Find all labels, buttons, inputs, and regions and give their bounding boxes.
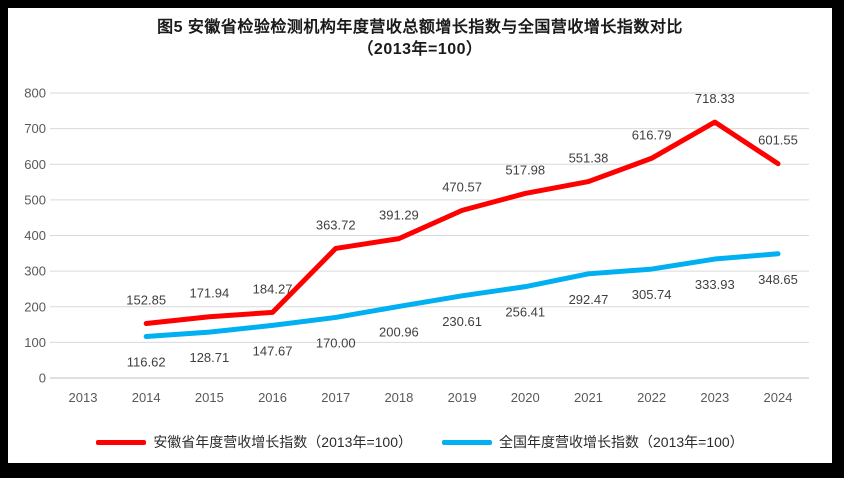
x-axis-tick-2022: 2022 <box>637 390 666 405</box>
chart-title-line1: 图5 安徽省检验检测机构年度营收总额增长指数与全国营收增长指数对比 <box>157 19 683 36</box>
x-axis-tick-2024: 2024 <box>764 390 793 405</box>
data-label-s1-2021: 292.47 <box>569 292 609 307</box>
data-label-s1-2019: 230.61 <box>442 314 482 329</box>
x-axis-tick-2016: 2016 <box>258 390 287 405</box>
data-label-s0-2018: 391.29 <box>379 208 419 223</box>
data-label-s0-2021: 551.38 <box>569 151 609 166</box>
data-label-s0-2016: 184.27 <box>253 281 293 296</box>
x-axis-tick-2014: 2014 <box>132 390 161 405</box>
data-label-s0-2024: 601.55 <box>758 133 798 148</box>
legend-item-anhui: 安徽省年度营收增长指数（2013年=100） <box>96 432 412 452</box>
y-axis-tick-700: 700 <box>24 121 46 136</box>
data-label-s1-2020: 256.41 <box>505 305 545 320</box>
chart-figure: 图5 安徽省检验检测机构年度营收总额增长指数与全国营收增长指数对比 （2013年… <box>8 8 832 463</box>
chart-plot-area: 0 100 200 300 400 500 600 700 800 2013 2014 2015 201… <box>24 86 809 405</box>
data-label-s0-2015: 171.94 <box>189 286 229 301</box>
chart-legend: 安徽省年度营收增长指数（2013年=100） 全国年度营收增长指数（2013年=… <box>8 432 832 452</box>
y-axis-tick-300: 300 <box>24 264 46 279</box>
y-axis-tick-0: 0 <box>39 371 46 386</box>
data-label-s0-2017: 363.72 <box>316 217 356 232</box>
data-label-s0-2022: 616.79 <box>632 127 672 142</box>
data-label-s1-2024: 348.65 <box>758 272 798 287</box>
x-axis-tick-2019: 2019 <box>448 390 477 405</box>
data-label-s1-2017: 170.00 <box>316 335 356 350</box>
series-line-0 <box>143 119 781 327</box>
data-label-s1-2014: 116.62 <box>127 354 166 369</box>
x-axis-tick-2023: 2023 <box>700 390 729 405</box>
data-label-s0-2020: 517.98 <box>505 162 545 177</box>
y-axis-tick-600: 600 <box>24 157 46 172</box>
legend-item-national: 全国年度营收增长指数（2013年=100） <box>442 432 744 452</box>
y-axis-tick-500: 500 <box>24 192 46 207</box>
y-axis-tick-800: 800 <box>24 86 46 101</box>
x-axis-tick-2015: 2015 <box>195 390 224 405</box>
y-axis-tick-400: 400 <box>24 228 46 243</box>
legend-line-swatch-national <box>442 439 492 445</box>
data-label-s1-2018: 200.96 <box>379 324 419 339</box>
data-label-s1-2016: 147.67 <box>253 343 293 358</box>
data-label-s1-2015: 128.71 <box>189 350 229 365</box>
legend-line-swatch-anhui <box>96 439 147 445</box>
x-axis-tick-2013: 2013 <box>69 390 98 405</box>
x-axis-tick-2021: 2021 <box>574 390 603 405</box>
data-label-s1-2022: 305.74 <box>632 287 672 302</box>
x-axis-tick-2017: 2017 <box>321 390 350 405</box>
legend-label-anhui: 安徽省年度营收增长指数（2013年=100） <box>153 434 412 450</box>
data-label-s0-2019: 470.57 <box>442 179 482 194</box>
x-axis-tick-2020: 2020 <box>511 390 540 405</box>
data-label-s0-2014: 152.85 <box>126 293 166 308</box>
data-label-s0-2023: 718.33 <box>695 91 735 106</box>
y-axis-tick-100: 100 <box>24 335 46 350</box>
chart-title: 图5 安徽省检验检测机构年度营收总额增长指数与全国营收增长指数对比 （2013年… <box>8 17 832 61</box>
chart-title-line2: （2013年=100） <box>357 41 483 58</box>
legend-label-national: 全国年度营收增长指数（2013年=100） <box>499 434 744 450</box>
series-line-1 <box>143 251 781 339</box>
data-label-s1-2023: 333.93 <box>695 277 735 292</box>
y-axis-tick-200: 200 <box>24 299 46 314</box>
x-axis-tick-2018: 2018 <box>384 390 413 405</box>
